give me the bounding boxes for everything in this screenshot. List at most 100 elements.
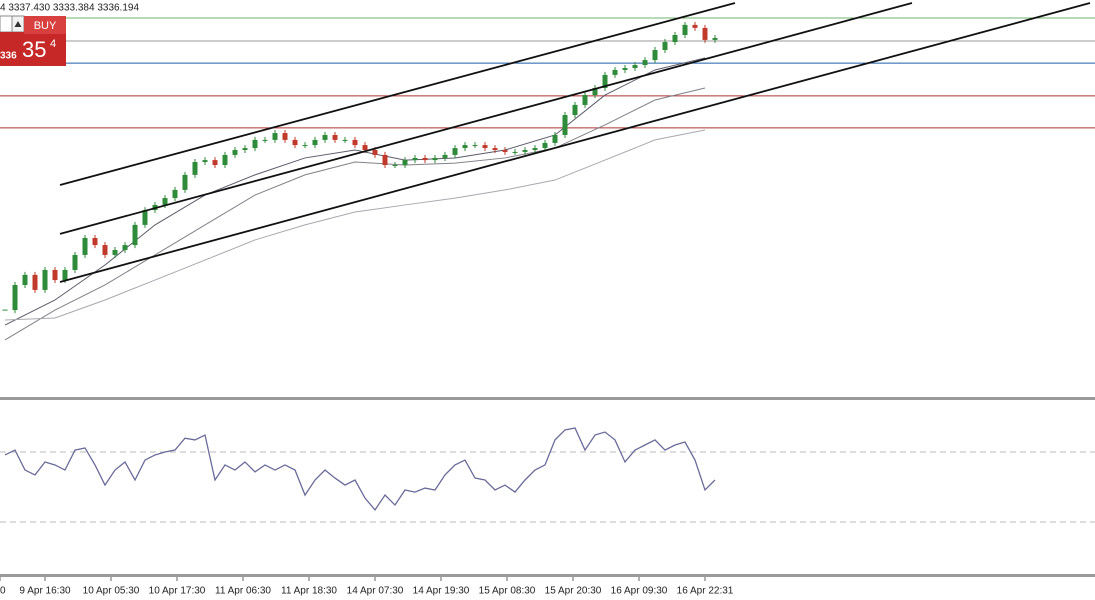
candle-body (682, 24, 688, 35)
candle-body (352, 139, 358, 146)
candle-body (422, 157, 428, 161)
buy-price-big: 35 (22, 37, 46, 62)
x-tick-label: 9 Apr 16:30 (19, 586, 71, 597)
candle-body (42, 269, 48, 290)
x-tick-label: 11 Apr 18:30 (281, 586, 337, 597)
candle-body (712, 37, 718, 40)
candle-body (22, 274, 28, 285)
arrow-icon (14, 21, 22, 27)
candle-body (182, 174, 188, 190)
candle-body (402, 160, 408, 166)
candle-body (572, 104, 578, 116)
x-tick-label: 14 Apr 07:30 (347, 586, 404, 597)
rsi-line (4, 427, 716, 512)
candle-body (262, 139, 268, 141)
candle-body (212, 160, 218, 166)
candle-body (272, 133, 278, 140)
candle-body (522, 150, 528, 152)
candle-body (602, 74, 608, 88)
candle-body (502, 150, 508, 152)
buy-price-small: 336 (0, 51, 17, 62)
candle-body (662, 42, 668, 51)
candle-body (342, 139, 348, 141)
candle-body (202, 160, 208, 163)
candle-body (362, 145, 368, 151)
candle-body (52, 269, 58, 281)
candle-body (582, 95, 588, 105)
candle-body (382, 154, 388, 166)
candle-body (132, 224, 138, 246)
candle-body (142, 210, 148, 225)
candle-body (282, 133, 288, 140)
x-tick-label: 15 Apr 20:30 (545, 586, 602, 597)
x-tick-label: 10 Apr 17:30 (149, 586, 206, 597)
pane-separator (0, 574, 1095, 577)
candle-body (672, 34, 678, 43)
ohlc-header: 4 3337.430 3333.384 3336.194 (0, 3, 139, 14)
candle-body (102, 245, 108, 255)
candle-body (552, 134, 558, 143)
buy-label: BUY (34, 20, 57, 32)
candle-body (492, 148, 498, 151)
candle-body (562, 115, 568, 135)
candle-body (112, 250, 118, 255)
candle-body (642, 60, 648, 66)
candle-body (412, 157, 418, 161)
candle-body (62, 269, 68, 281)
candle-body (632, 65, 638, 69)
candle-body (12, 284, 18, 311)
x-tick-label: 15 Apr 08:30 (479, 586, 536, 597)
candle-body (592, 87, 598, 96)
candle-body (122, 245, 128, 251)
candle-body (82, 237, 88, 255)
x-tick-label: 0 (0, 586, 6, 597)
candle-body (702, 27, 708, 40)
candle-body (512, 151, 518, 153)
candle-body (252, 139, 258, 149)
moving-average (4, 57, 706, 326)
channel-line (59, 2, 736, 186)
candle-body (692, 24, 698, 28)
x-tick-label: 10 Apr 05:30 (83, 586, 140, 597)
buy-price-box[interactable] (0, 32, 66, 66)
candle-body (432, 157, 438, 161)
candle-body (462, 145, 468, 149)
buy-button[interactable] (24, 16, 66, 34)
channel-line (59, 2, 1091, 283)
candle-body (302, 145, 308, 147)
candle-body (472, 145, 478, 147)
candle-body (612, 69, 618, 75)
candle-body (532, 148, 538, 151)
candle-body (392, 165, 398, 167)
candle-body (92, 237, 98, 246)
candle-body (482, 145, 488, 149)
candle-body (322, 134, 328, 140)
pane-separator (0, 397, 1095, 400)
candle-body (162, 198, 168, 205)
channel-line (59, 2, 913, 235)
candle-body (172, 189, 178, 199)
x-tick-label: 16 Apr 22:31 (677, 586, 734, 597)
x-tick-label: 11 Apr 06:30 (215, 586, 271, 597)
x-tick-label: 16 Apr 09:30 (611, 586, 668, 597)
candle-body (372, 150, 378, 155)
candle-body (292, 139, 298, 146)
plot-area (0, 2, 1095, 523)
candle-body (32, 274, 38, 290)
candle-body (242, 148, 248, 151)
candle-body (652, 50, 658, 61)
candle-body (222, 154, 228, 166)
candle-body (442, 154, 448, 158)
buy-price-sup: 4 (50, 38, 56, 50)
x-tick-label: 14 Apr 19:30 (413, 586, 470, 597)
candle-body (72, 254, 78, 270)
candle-body (192, 162, 198, 175)
candle-body (312, 139, 318, 146)
candle-body (452, 148, 458, 155)
toolbar-box[interactable] (0, 15, 13, 33)
candle-body (542, 142, 548, 149)
candle-body (622, 68, 628, 70)
